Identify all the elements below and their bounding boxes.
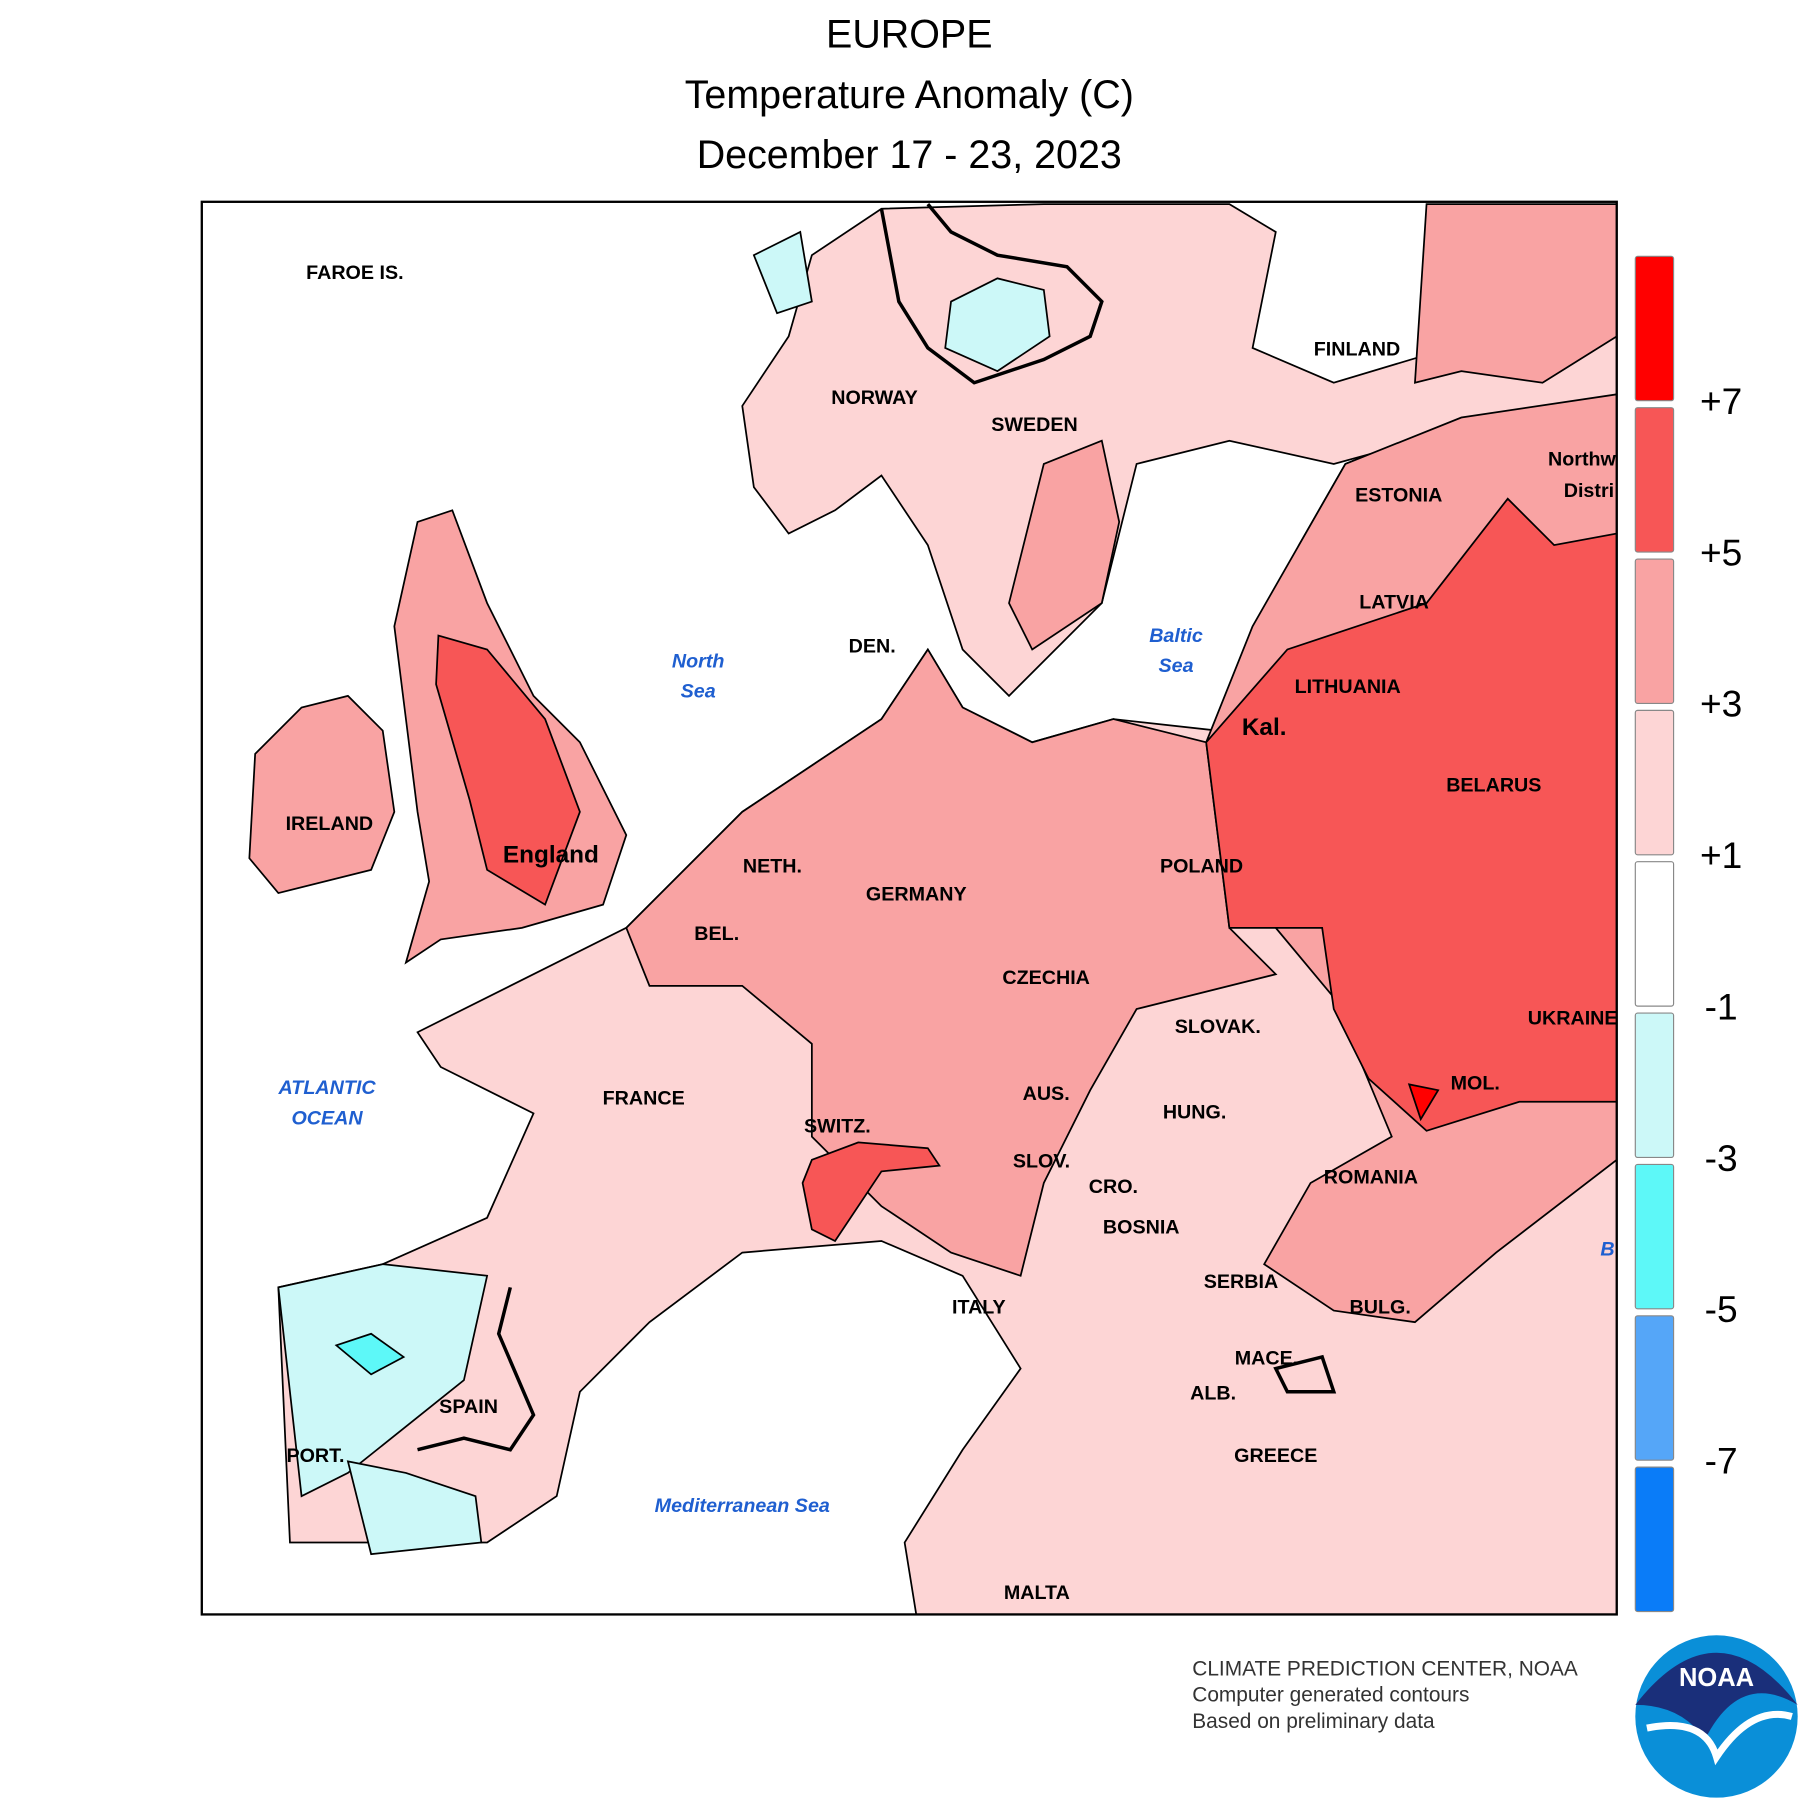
england-strong <box>435 634 581 906</box>
country-label: ALB. <box>1190 1382 1236 1404</box>
country-label: CRO. <box>1089 1176 1138 1198</box>
zero-contour <box>417 1286 536 1452</box>
country-label: SLOV. <box>1013 1150 1070 1172</box>
country-label: PORT. <box>286 1445 344 1467</box>
legend-swatch <box>1634 1012 1675 1159</box>
alps-strong <box>801 1141 941 1243</box>
country-label: CZECHIA <box>1002 967 1090 989</box>
subtitle: Temperature Anomaly (C) <box>685 73 1134 117</box>
water-label: Mediterranean Sea <box>655 1495 830 1517</box>
water-label: Sea <box>681 681 716 703</box>
country-label: GERMANY <box>866 884 967 906</box>
legend-swatch <box>1634 1315 1675 1461</box>
footer-line: CLIMATE PREDICTION CENTER, NOAA <box>1192 1658 1578 1681</box>
country-label: LITHUANIA <box>1295 676 1401 698</box>
country-label: SLOVAK. <box>1175 1016 1261 1038</box>
country-label: FINLAND <box>1314 338 1400 360</box>
map-area <box>248 203 1617 1615</box>
central-anomaly <box>625 647 1278 1277</box>
iberia-cold <box>277 1263 489 1498</box>
country-label: LATVIA <box>1359 591 1429 613</box>
legend-label: -3 <box>1705 1137 1738 1179</box>
country-label: IRELAND <box>286 813 374 835</box>
country-label: SERBIA <box>1204 1271 1278 1293</box>
legend-label: -1 <box>1705 985 1738 1027</box>
ireland <box>248 694 396 895</box>
country-label: NORWAY <box>831 387 918 409</box>
period: December 17 - 23, 2023 <box>697 133 1122 177</box>
country-label: BEL. <box>694 923 739 945</box>
country-label: BULG. <box>1350 1296 1411 1318</box>
water-label: ATLANTIC <box>278 1077 377 1099</box>
country-label: HUNG. <box>1163 1102 1227 1124</box>
country-label: POLAND <box>1160 856 1243 878</box>
moldova-peak <box>1407 1083 1440 1122</box>
country-label: ROMANIA <box>1324 1167 1418 1189</box>
iberia-south-cold <box>346 1460 483 1556</box>
east-strong <box>1205 497 1617 1132</box>
country-label: Distri <box>1564 480 1614 502</box>
sweden-cold <box>944 277 1051 373</box>
legend-label: -7 <box>1705 1439 1738 1481</box>
country-label: SWITZ. <box>804 1116 871 1138</box>
noaa-logo: NOAA <box>1635 1635 1798 1798</box>
country-label: ESTONIA <box>1355 485 1442 507</box>
legend-swatch <box>1634 1163 1675 1310</box>
footer: CLIMATE PREDICTION CENTER, NOAA Computer … <box>1192 1658 1578 1733</box>
zero-contour <box>879 203 1104 385</box>
country-label: FRANCE <box>603 1088 685 1110</box>
legend-swatch <box>1634 407 1675 553</box>
country-label: SPAIN <box>439 1396 498 1418</box>
sweden-south <box>1008 439 1121 651</box>
zero-contour <box>1273 1354 1337 1394</box>
legend-swatch <box>1634 255 1675 402</box>
legend-swatch <box>1634 861 1675 1007</box>
map-labels: FAROE IS. NORWAY SWEDEN FINLAND ESTONIA North… <box>278 262 1618 1604</box>
north-russia <box>1414 203 1617 384</box>
legend-swatch <box>1634 558 1675 704</box>
title: EUROPE <box>826 13 992 57</box>
country-label: BELARUS <box>1446 775 1541 797</box>
country-label: AUS. <box>1023 1083 1070 1105</box>
legend-label: +5 <box>1700 531 1742 573</box>
country-label: GREECE <box>1234 1445 1317 1467</box>
legend: +7 +5 +3 +1 -1 -3 -5 -7 <box>1634 255 1742 1613</box>
water-label: North <box>672 650 725 672</box>
country-label: England <box>503 841 599 868</box>
water-label: Baltic <box>1149 625 1203 647</box>
country-label: MOL. <box>1451 1073 1500 1095</box>
legend-swatch <box>1634 1466 1675 1613</box>
country-label: MACE. <box>1235 1347 1299 1369</box>
country-label: ITALY <box>952 1296 1006 1318</box>
country-label: MALTA <box>1004 1582 1070 1604</box>
water-label: B <box>1600 1238 1614 1260</box>
legend-label: +1 <box>1700 834 1742 876</box>
water-label: OCEAN <box>291 1107 363 1129</box>
footer-line: Based on preliminary data <box>1192 1710 1435 1733</box>
country-label: Northw <box>1548 449 1617 471</box>
iberia-colder <box>334 1332 406 1376</box>
water-label: Sea <box>1158 655 1193 677</box>
country-label: NETH. <box>743 856 802 878</box>
logo-text: NOAA <box>1679 1664 1754 1692</box>
footer-line: Computer generated contours <box>1192 1684 1469 1707</box>
country-label: BOSNIA <box>1103 1216 1180 1238</box>
norway-cold <box>752 230 813 315</box>
country-label: DEN. <box>849 635 896 657</box>
country-label: Kal. <box>1242 714 1287 741</box>
country-label: SWEDEN <box>991 414 1077 436</box>
map-frame <box>200 200 1618 1616</box>
country-label: FAROE IS. <box>306 262 403 284</box>
legend-label: +3 <box>1700 683 1742 725</box>
legend-label: -5 <box>1705 1288 1738 1330</box>
legend-swatch <box>1634 709 1675 856</box>
legend-label: +7 <box>1700 380 1742 422</box>
country-label: UKRAINE <box>1528 1008 1618 1030</box>
